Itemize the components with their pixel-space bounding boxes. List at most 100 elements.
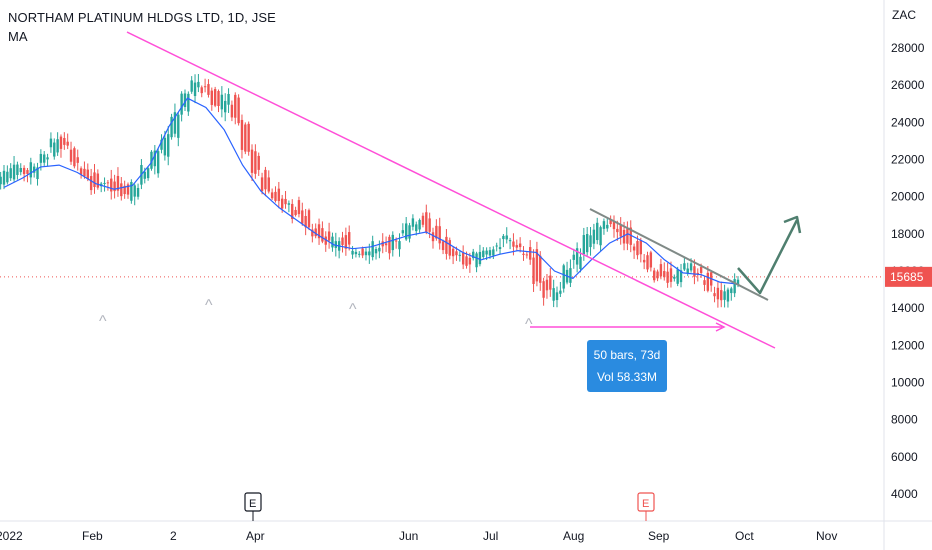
- candle-body: [596, 222, 599, 241]
- candle-body: [438, 226, 441, 244]
- price-tick-label: 6000: [891, 450, 918, 464]
- candle-body: [663, 271, 666, 278]
- up-marker: ^: [205, 297, 213, 314]
- candle-body: [585, 234, 589, 253]
- candle-body: [482, 250, 485, 257]
- price-tick-label: 28000: [891, 41, 925, 55]
- candle-body: [495, 245, 498, 247]
- candle-body: [656, 271, 659, 279]
- candle-body: [46, 157, 49, 160]
- time-tick-label: Aug: [563, 529, 584, 543]
- candle-body: [371, 241, 374, 258]
- candle-body: [736, 279, 740, 285]
- candle-body: [133, 185, 136, 197]
- candle-body: [415, 224, 418, 232]
- projection-arrow: [737, 219, 799, 295]
- candle-body: [213, 89, 217, 106]
- candle-body: [673, 276, 676, 279]
- candle-body: [441, 241, 445, 251]
- candle-body: [515, 245, 518, 248]
- price-tick-label: 4000: [891, 487, 918, 501]
- descending-trendline: [126, 31, 776, 349]
- candle-body: [696, 272, 699, 275]
- candle-body: [143, 171, 146, 179]
- candle-body: [9, 168, 12, 179]
- candle-body: [260, 177, 264, 192]
- candle-body: [351, 250, 354, 255]
- price-tick-label: 8000: [891, 413, 918, 427]
- candle-body: [539, 255, 542, 283]
- candle-body: [364, 251, 368, 256]
- candle-body: [699, 267, 703, 273]
- candle-body: [348, 232, 351, 245]
- candle-body: [53, 142, 56, 157]
- candle-body: [401, 230, 405, 234]
- candle-body: [492, 249, 495, 256]
- candle-body: [314, 228, 317, 237]
- price-tick-label: 12000: [891, 338, 925, 352]
- candle-body: [234, 94, 237, 118]
- candle-body: [498, 247, 502, 249]
- time-tick-label: Feb: [82, 529, 103, 543]
- candle-body: [679, 270, 683, 283]
- candle-body: [197, 81, 200, 88]
- candle-body: [331, 236, 334, 248]
- candle-body: [43, 154, 46, 163]
- time-tick-label: Jul: [483, 529, 498, 543]
- candle-body: [317, 224, 321, 239]
- candle-body: [153, 150, 157, 167]
- candle-body: [653, 270, 656, 281]
- currency-label: ZAC: [892, 8, 916, 22]
- candle-body: [418, 219, 421, 230]
- candle-body: [716, 287, 720, 300]
- candle-body: [93, 172, 96, 188]
- candle-body: [552, 288, 555, 301]
- candle-body: [639, 240, 643, 255]
- candle-body: [411, 218, 415, 227]
- candle-body: [96, 173, 100, 188]
- candle-body: [589, 235, 592, 248]
- candle-body: [49, 138, 53, 148]
- candle-body: [549, 275, 552, 290]
- candle-body: [431, 232, 435, 242]
- price-tick-label: 24000: [891, 115, 925, 129]
- candle-body: [86, 169, 89, 180]
- candle-body: [103, 182, 106, 184]
- candle-body: [445, 236, 448, 254]
- candle-body: [230, 104, 234, 118]
- candle-body: [177, 114, 180, 138]
- candle-body: [180, 93, 183, 115]
- candle-body: [217, 91, 220, 106]
- last-price-badge: [885, 266, 932, 287]
- candle-body: [505, 235, 508, 240]
- candle-body: [150, 151, 153, 169]
- candle-body: [224, 100, 227, 113]
- candle-body: [73, 148, 76, 167]
- candle-body: [120, 183, 123, 197]
- candle-body: [163, 137, 167, 156]
- candle-body: [518, 243, 522, 248]
- candle-body: [327, 231, 331, 241]
- moving-average-line: [3, 97, 739, 285]
- candle-body: [36, 167, 39, 180]
- candle-body: [636, 241, 639, 256]
- candle-body: [602, 221, 606, 229]
- candle-body: [391, 234, 394, 251]
- candle-body: [29, 162, 33, 178]
- candle-body: [257, 155, 260, 170]
- candle-body: [130, 182, 133, 201]
- candle-body: [193, 82, 197, 97]
- candle-body: [170, 116, 173, 138]
- candle-body: [244, 124, 247, 152]
- candle-body: [183, 93, 187, 108]
- candle-body: [626, 228, 629, 244]
- candle-body: [612, 221, 616, 230]
- symbol-title: NORTHAM PLATINUM HLDGS LTD, 1D, JSE: [8, 10, 276, 25]
- candle-body: [203, 86, 207, 88]
- candle-body: [592, 229, 596, 244]
- candle-body: [642, 259, 646, 263]
- candle-body: [69, 149, 73, 162]
- candle-body: [532, 257, 535, 284]
- candle-body: [274, 191, 277, 201]
